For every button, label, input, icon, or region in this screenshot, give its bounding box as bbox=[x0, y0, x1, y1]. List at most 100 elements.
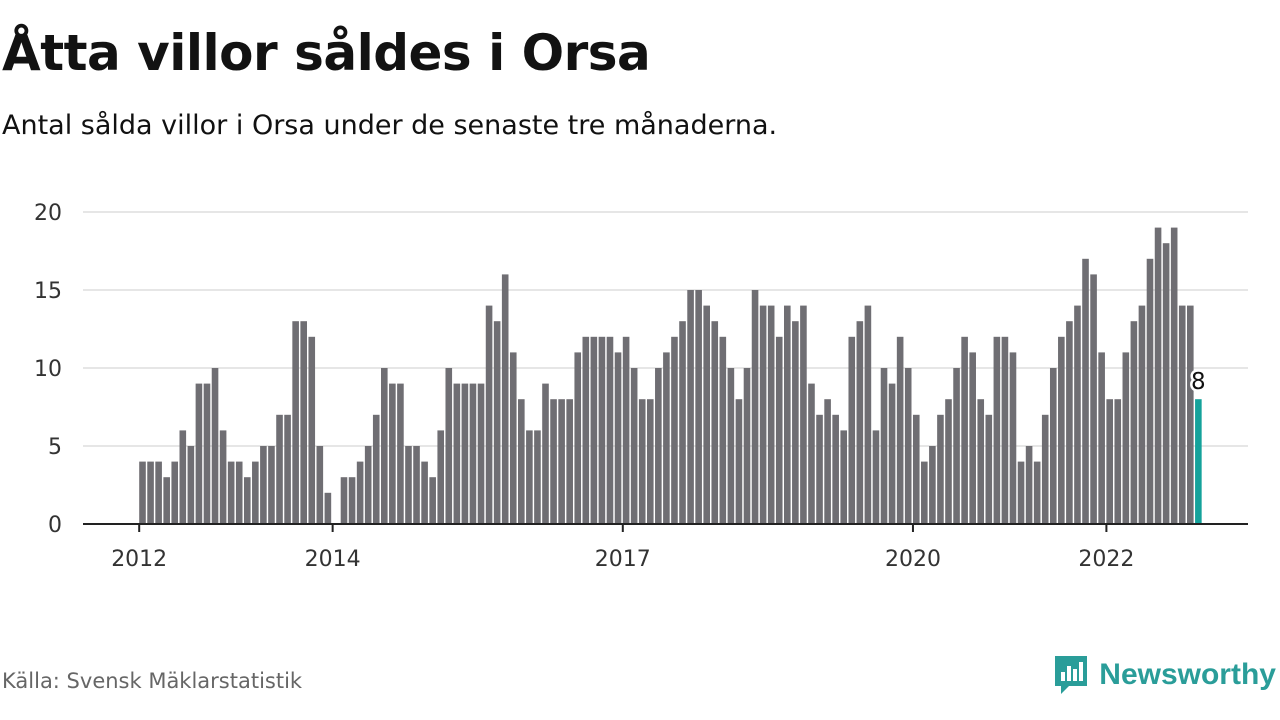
bar bbox=[477, 383, 485, 524]
bar bbox=[1187, 305, 1194, 524]
bar bbox=[485, 305, 493, 524]
bar bbox=[840, 430, 848, 524]
bar bbox=[179, 430, 187, 524]
bar bbox=[147, 461, 154, 524]
bar bbox=[1138, 305, 1146, 524]
bar bbox=[912, 414, 920, 524]
bar bbox=[848, 336, 856, 524]
bar bbox=[356, 461, 364, 524]
bar bbox=[646, 399, 654, 524]
x-tick-label: 2017 bbox=[595, 547, 651, 572]
bar bbox=[655, 368, 662, 524]
x-tick-label: 2012 bbox=[111, 547, 167, 572]
bar bbox=[711, 321, 719, 524]
bar bbox=[243, 477, 251, 524]
bar bbox=[630, 368, 638, 524]
bar bbox=[550, 399, 557, 524]
bar bbox=[638, 399, 646, 524]
bar bbox=[381, 368, 388, 524]
bar bbox=[308, 336, 316, 524]
bar bbox=[155, 461, 162, 524]
bar bbox=[1090, 274, 1097, 524]
bar bbox=[260, 446, 267, 524]
bar bbox=[566, 399, 573, 524]
bar bbox=[340, 477, 348, 524]
bar bbox=[896, 336, 904, 524]
bar bbox=[961, 336, 968, 524]
bar bbox=[671, 336, 678, 524]
bars bbox=[139, 227, 1202, 524]
bar bbox=[453, 383, 461, 524]
bar bbox=[969, 352, 976, 524]
bar bbox=[1066, 321, 1073, 524]
bar bbox=[461, 383, 469, 524]
bar bbox=[1130, 321, 1138, 524]
bar bbox=[856, 321, 864, 524]
bar bbox=[759, 305, 767, 524]
bar bbox=[687, 290, 694, 524]
source-note: Källa: Svensk Mäklarstatistik bbox=[2, 669, 303, 693]
bar bbox=[509, 352, 517, 524]
bar bbox=[1074, 305, 1081, 524]
bar bbox=[542, 383, 549, 524]
bar bbox=[598, 336, 606, 524]
bar bbox=[526, 430, 533, 524]
bar bbox=[429, 477, 436, 524]
bar bbox=[1122, 352, 1130, 524]
bar bbox=[751, 290, 759, 524]
bar bbox=[1025, 446, 1033, 524]
bar bbox=[727, 368, 735, 524]
bar bbox=[663, 352, 670, 524]
bar bbox=[187, 446, 195, 524]
bar bbox=[800, 305, 807, 524]
y-tick-label: 20 bbox=[34, 201, 62, 226]
bar bbox=[397, 383, 404, 524]
bar bbox=[518, 399, 525, 524]
bar bbox=[534, 430, 541, 524]
highlight-value-label: 8 bbox=[1191, 369, 1206, 395]
bar bbox=[276, 414, 283, 524]
bar bbox=[880, 368, 888, 524]
x-tick-label: 2020 bbox=[885, 547, 941, 572]
bar bbox=[139, 461, 146, 524]
bar bbox=[590, 336, 598, 524]
newsworthy-logo-icon bbox=[1055, 656, 1088, 694]
bar bbox=[929, 446, 936, 524]
bar bbox=[1098, 352, 1105, 524]
bar bbox=[1170, 227, 1178, 524]
bar bbox=[372, 414, 380, 524]
bar bbox=[268, 446, 275, 524]
bar bbox=[792, 321, 799, 524]
bar bbox=[558, 399, 565, 524]
bar bbox=[945, 399, 952, 524]
bar bbox=[445, 368, 453, 524]
bar bbox=[767, 305, 775, 524]
bar bbox=[904, 368, 912, 524]
y-tick-label: 15 bbox=[34, 279, 62, 304]
bar bbox=[284, 414, 291, 524]
bar bbox=[1001, 336, 1009, 524]
bar bbox=[864, 305, 872, 524]
brand-name: Newsworthy bbox=[1099, 658, 1276, 691]
bar bbox=[824, 399, 831, 524]
bar bbox=[1146, 258, 1154, 524]
bar bbox=[348, 477, 356, 524]
brand[interactable]: Newsworthy bbox=[1053, 654, 1276, 696]
bar bbox=[1058, 336, 1065, 524]
bar bbox=[921, 461, 928, 524]
bar bbox=[784, 305, 791, 524]
bar bbox=[389, 383, 396, 524]
bar bbox=[203, 383, 211, 524]
bar bbox=[1106, 399, 1113, 524]
bar bbox=[679, 321, 686, 524]
x-tick-label: 2022 bbox=[1078, 547, 1134, 572]
chart-subtitle: Antal sålda villor i Orsa under de senas… bbox=[2, 110, 778, 141]
bar bbox=[211, 368, 219, 524]
bar bbox=[582, 336, 590, 524]
bar bbox=[300, 321, 307, 524]
annotations: 8 bbox=[1189, 367, 1209, 398]
bar bbox=[316, 446, 324, 524]
bar bbox=[171, 461, 179, 524]
bar bbox=[993, 336, 1001, 524]
bar bbox=[437, 430, 445, 524]
